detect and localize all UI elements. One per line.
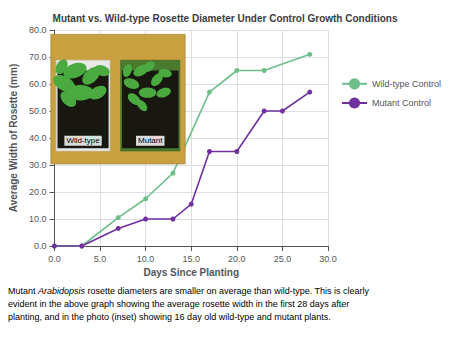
svg-text:planting, and in the photo (in: planting, and in the photo (inset) showi…	[8, 312, 331, 322]
svg-text:Mutant Control: Mutant Control	[372, 98, 431, 108]
svg-text:Days Since Planting: Days Since Planting	[143, 267, 239, 278]
svg-text:Average Width of Rosette (mm): Average Width of Rosette (mm)	[8, 64, 19, 212]
svg-text:80.0: 80.0	[29, 25, 47, 35]
svg-text:60.0: 60.0	[29, 79, 47, 89]
svg-text:Mutant: Mutant	[138, 136, 163, 145]
svg-text:15.0: 15.0	[182, 254, 200, 264]
svg-text:10.0: 10.0	[137, 254, 155, 264]
svg-text:Wild-type: Wild-type	[66, 136, 100, 145]
svg-text:5.0: 5.0	[94, 254, 107, 264]
svg-text:evident in the above graph sho: evident in the above graph showing the a…	[8, 299, 349, 309]
svg-text:20.0: 20.0	[29, 187, 47, 197]
svg-text:20.0: 20.0	[228, 254, 246, 264]
svg-text:10.0: 10.0	[29, 214, 47, 224]
svg-text:rosette diameters are smaller: rosette diameters are smaller on average…	[85, 286, 369, 296]
svg-text:25.0: 25.0	[274, 254, 292, 264]
svg-text:Mutant: Mutant	[8, 286, 38, 296]
svg-text:30.0: 30.0	[29, 160, 47, 170]
svg-text:Wild-type Control: Wild-type Control	[372, 79, 441, 89]
svg-text:0.0: 0.0	[34, 241, 47, 251]
svg-text:0.0: 0.0	[48, 254, 61, 264]
svg-text:50.0: 50.0	[29, 106, 47, 116]
svg-text:30.0: 30.0	[319, 254, 337, 264]
svg-text:Mutant vs. Wild-type Rosette D: Mutant vs. Wild-type Rosette Diameter Un…	[53, 13, 398, 24]
svg-text:70.0: 70.0	[29, 52, 47, 62]
svg-text:Arabidopsis: Arabidopsis	[37, 286, 86, 296]
svg-text:40.0: 40.0	[29, 133, 47, 143]
